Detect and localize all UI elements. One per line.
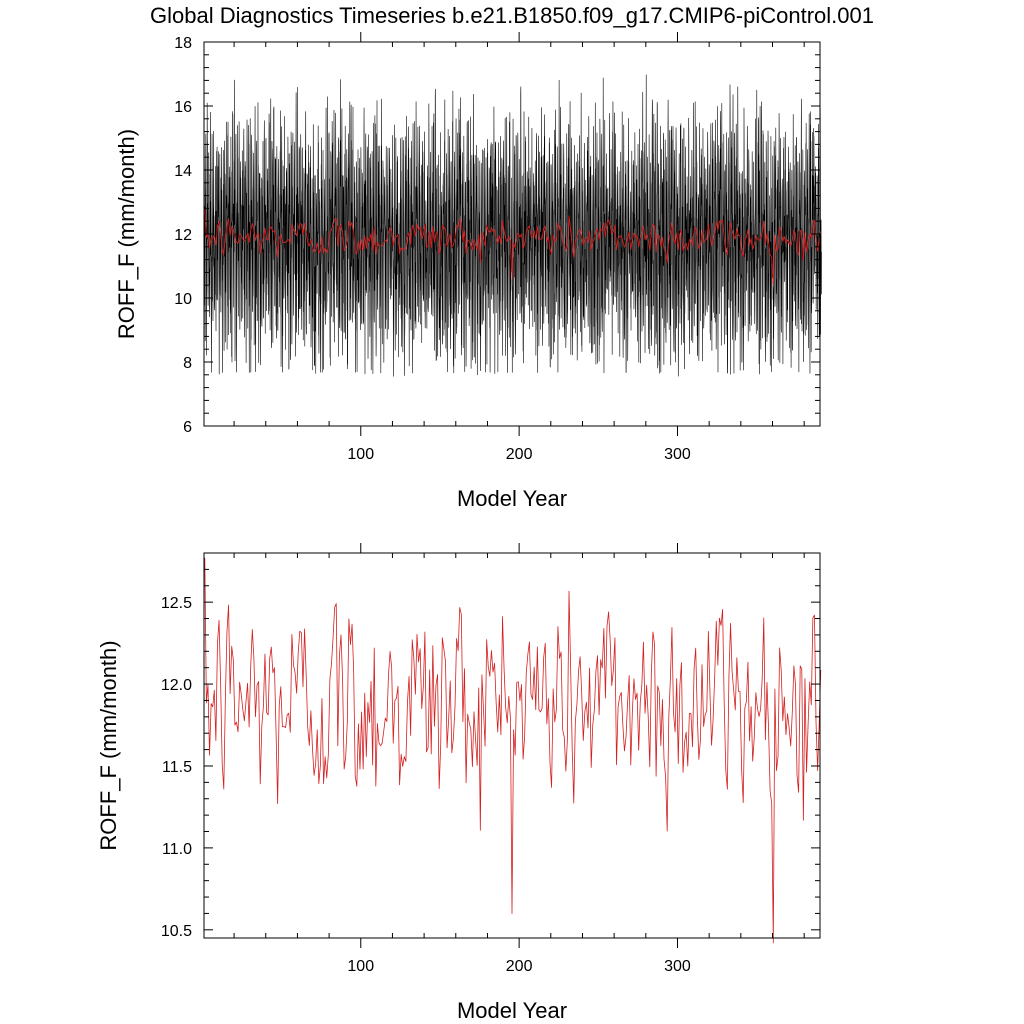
x-tick-label: 100 bbox=[347, 958, 374, 975]
top-panel: 100 200 300 6 8 10 12 14 16 18 Model Year ROFF_F … bbox=[114, 32, 822, 511]
y-tick-label: 10.5 bbox=[161, 923, 192, 940]
bottom-plot-frame bbox=[203, 552, 821, 939]
top-ticks: 100 200 300 6 8 10 12 14 16 18 bbox=[174, 32, 820, 463]
y-tick-label: 12.0 bbox=[161, 677, 192, 694]
x-tick-label: 300 bbox=[664, 446, 691, 463]
y-tick-label: 12 bbox=[174, 227, 192, 244]
top-x-axis-label: Model Year bbox=[457, 486, 567, 511]
y-tick-label: 16 bbox=[174, 99, 192, 116]
y-tick-label: 8 bbox=[183, 355, 192, 372]
y-tick-label: 11.5 bbox=[162, 759, 192, 776]
y-tick-label: 12.5 bbox=[161, 595, 192, 612]
x-tick-label: 300 bbox=[664, 958, 691, 975]
chart-title: Global Diagnostics Timeseries b.e21.B185… bbox=[150, 3, 874, 28]
top-y-axis-label: ROFF_F (mm/month) bbox=[114, 129, 139, 339]
y-tick-label: 14 bbox=[174, 163, 192, 180]
bottom-panel: 100 200 300 10.5 11.0 11.5 12.0 12.5 Model Year… bbox=[96, 543, 822, 1023]
bottom-y-axis-label: ROFF_F (mm/month) bbox=[96, 640, 121, 850]
bottom-x-axis-label: Model Year bbox=[457, 998, 567, 1023]
x-tick-label: 200 bbox=[506, 446, 533, 463]
x-tick-label: 200 bbox=[506, 958, 533, 975]
series-line-annual bbox=[204, 557, 822, 944]
x-tick-label: 100 bbox=[347, 446, 374, 463]
y-tick-label: 18 bbox=[174, 35, 192, 52]
bottom-series-group bbox=[204, 557, 822, 944]
bottom-ticks: 100 200 300 10.5 11.0 11.5 12.0 12.5 bbox=[161, 543, 820, 975]
series-line-monthly bbox=[203, 74, 822, 377]
series-line-annual bbox=[204, 209, 822, 286]
y-tick-label: 11.0 bbox=[162, 841, 192, 858]
y-tick-label: 6 bbox=[183, 419, 192, 436]
top-series-group bbox=[203, 74, 822, 377]
y-tick-label: 10 bbox=[174, 291, 192, 308]
